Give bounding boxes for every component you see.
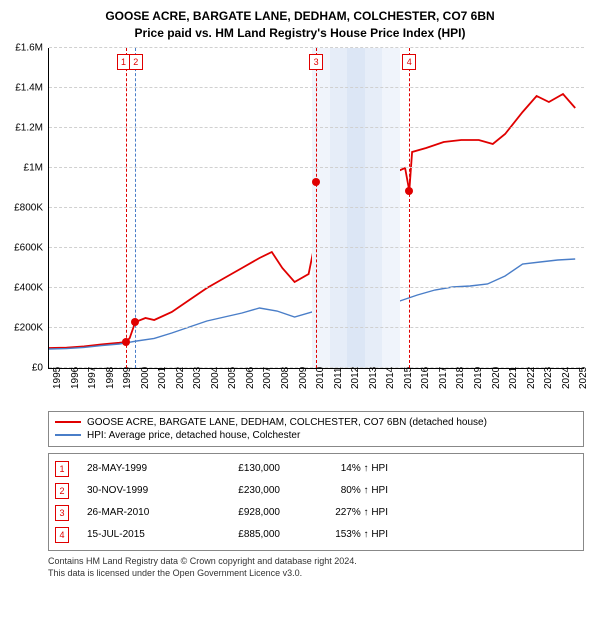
sale-dot [312, 178, 320, 186]
transaction-marker: 1 [55, 461, 69, 477]
sale-dot [405, 187, 413, 195]
x-axis-label: 2017 [438, 366, 449, 388]
legend-swatch [55, 421, 81, 423]
x-axis-label: 2003 [192, 366, 203, 388]
transaction-pct: 153% ↑ HPI [298, 529, 388, 540]
transaction-pct: 80% ↑ HPI [298, 485, 388, 496]
x-axis-label: 2016 [420, 366, 431, 388]
title-block: GOOSE ACRE, BARGATE LANE, DEDHAM, COLCHE… [0, 0, 600, 42]
shaded-band [347, 48, 365, 368]
y-axis-label: £1.4M [3, 82, 43, 93]
y-axis-label: £600K [3, 242, 43, 253]
transaction-pct: 227% ↑ HPI [298, 507, 388, 518]
x-axis-label: 2020 [491, 366, 502, 388]
x-axis-label: 2008 [280, 366, 291, 388]
x-axis-label: 2025 [578, 366, 589, 388]
legend-swatch [55, 434, 81, 436]
footer-line-2: This data is licensed under the Open Gov… [48, 567, 584, 579]
legend-row: HPI: Average price, detached house, Colc… [55, 429, 577, 442]
transaction-date: 30-NOV-1999 [87, 485, 182, 496]
event-line [316, 48, 317, 368]
x-axis-label: 2006 [245, 366, 256, 388]
transaction-date: 26-MAR-2010 [87, 507, 182, 518]
transaction-price: £230,000 [200, 485, 280, 496]
x-axis-label: 2015 [403, 366, 414, 388]
x-axis-label: 2022 [526, 366, 537, 388]
transaction-table: 1 28-MAY-1999 £130,000 14% ↑ HPI 2 30-NOV-199… [48, 453, 584, 551]
x-axis-label: 2009 [298, 366, 309, 388]
legend: GOOSE ACRE, BARGATE LANE, DEDHAM, COLCHE… [48, 411, 584, 447]
x-axis-label: 2010 [315, 366, 326, 388]
event-marker: 4 [402, 54, 416, 70]
transaction-pct: 14% ↑ HPI [298, 463, 388, 474]
y-axis-label: £1.6M [3, 42, 43, 53]
y-axis-label: £400K [3, 282, 43, 293]
x-axis-label: 2019 [473, 366, 484, 388]
transaction-row: 1 28-MAY-1999 £130,000 14% ↑ HPI [55, 458, 577, 480]
legend-row: GOOSE ACRE, BARGATE LANE, DEDHAM, COLCHE… [55, 416, 577, 429]
legend-label: HPI: Average price, detached house, Colc… [87, 430, 300, 441]
event-marker: 2 [129, 54, 143, 70]
transaction-date: 15-JUL-2015 [87, 529, 182, 540]
x-axis-label: 2024 [561, 366, 572, 388]
sale-dot [131, 318, 139, 326]
transaction-price: £130,000 [200, 463, 280, 474]
transaction-marker: 4 [55, 527, 69, 543]
x-axis-label: 2012 [350, 366, 361, 388]
event-marker: 3 [309, 54, 323, 70]
transaction-marker: 3 [55, 505, 69, 521]
title-line-1: GOOSE ACRE, BARGATE LANE, DEDHAM, COLCHE… [0, 8, 600, 25]
x-axis-label: 2000 [140, 366, 151, 388]
transaction-price: £885,000 [200, 529, 280, 540]
x-axis-label: 2007 [262, 366, 273, 388]
event-line [409, 48, 410, 368]
event-line [126, 48, 127, 368]
y-axis-label: £200K [3, 322, 43, 333]
x-axis-label: 2005 [227, 366, 238, 388]
x-axis-label: 2002 [175, 366, 186, 388]
x-axis-label: 2023 [543, 366, 554, 388]
chart-container: GOOSE ACRE, BARGATE LANE, DEDHAM, COLCHE… [0, 0, 600, 579]
y-axis-label: £1.2M [3, 122, 43, 133]
x-axis-label: 1997 [87, 366, 98, 388]
sale-dot [122, 338, 130, 346]
transaction-row: 2 30-NOV-1999 £230,000 80% ↑ HPI [55, 480, 577, 502]
transaction-row: 3 26-MAR-2010 £928,000 227% ↑ HPI [55, 502, 577, 524]
x-axis-label: 1998 [105, 366, 116, 388]
x-axis-label: 1999 [122, 366, 133, 388]
footer-attribution: Contains HM Land Registry data © Crown c… [48, 555, 584, 579]
transaction-price: £928,000 [200, 507, 280, 518]
chart-area: £0£200K£400K£600K£800K£1M£1.2M£1.4M£1.6M… [48, 48, 584, 369]
y-axis-label: £800K [3, 202, 43, 213]
y-axis-label: £1M [3, 162, 43, 173]
x-axis-label: 1996 [70, 366, 81, 388]
x-axis-label: 2001 [157, 366, 168, 388]
x-axis-label: 2013 [368, 366, 379, 388]
transaction-date: 28-MAY-1999 [87, 463, 182, 474]
x-axis-label: 2011 [333, 367, 344, 389]
legend-label: GOOSE ACRE, BARGATE LANE, DEDHAM, COLCHE… [87, 417, 487, 428]
x-axis-label: 1995 [52, 366, 63, 388]
y-axis-label: £0 [3, 362, 43, 373]
x-axis-label: 2004 [210, 366, 221, 388]
x-axis-label: 2014 [385, 366, 396, 388]
transaction-row: 4 15-JUL-2015 £885,000 153% ↑ HPI [55, 524, 577, 546]
plot-area: £0£200K£400K£600K£800K£1M£1.2M£1.4M£1.6M… [48, 48, 584, 369]
transaction-marker: 2 [55, 483, 69, 499]
title-line-2: Price paid vs. HM Land Registry's House … [0, 25, 600, 42]
x-axis-label: 2018 [455, 366, 466, 388]
x-axis-label: 2021 [508, 366, 519, 388]
footer-line-1: Contains HM Land Registry data © Crown c… [48, 555, 584, 567]
